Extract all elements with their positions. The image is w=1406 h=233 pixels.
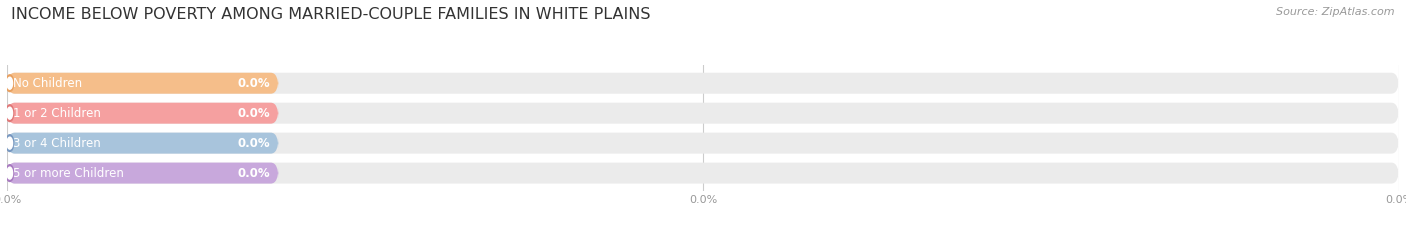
Circle shape — [6, 75, 14, 92]
Circle shape — [6, 105, 14, 122]
Circle shape — [7, 137, 13, 149]
FancyBboxPatch shape — [7, 73, 278, 94]
Text: 1 or 2 Children: 1 or 2 Children — [13, 107, 101, 120]
Circle shape — [7, 77, 13, 89]
Text: INCOME BELOW POVERTY AMONG MARRIED-COUPLE FAMILIES IN WHITE PLAINS: INCOME BELOW POVERTY AMONG MARRIED-COUPL… — [11, 7, 651, 22]
Circle shape — [7, 107, 13, 119]
FancyBboxPatch shape — [7, 73, 1399, 94]
FancyBboxPatch shape — [7, 163, 278, 184]
FancyBboxPatch shape — [7, 103, 1399, 124]
Text: 0.0%: 0.0% — [238, 167, 270, 180]
Circle shape — [6, 165, 14, 182]
Circle shape — [6, 135, 14, 151]
Circle shape — [7, 167, 13, 179]
Text: 0.0%: 0.0% — [238, 137, 270, 150]
FancyBboxPatch shape — [7, 133, 1399, 154]
FancyBboxPatch shape — [7, 163, 1399, 184]
FancyBboxPatch shape — [7, 133, 278, 154]
Text: No Children: No Children — [13, 77, 83, 90]
Text: 0.0%: 0.0% — [238, 107, 270, 120]
FancyBboxPatch shape — [7, 103, 278, 124]
Text: Source: ZipAtlas.com: Source: ZipAtlas.com — [1277, 7, 1395, 17]
Text: 0.0%: 0.0% — [238, 77, 270, 90]
Text: 3 or 4 Children: 3 or 4 Children — [13, 137, 101, 150]
Text: 5 or more Children: 5 or more Children — [13, 167, 124, 180]
